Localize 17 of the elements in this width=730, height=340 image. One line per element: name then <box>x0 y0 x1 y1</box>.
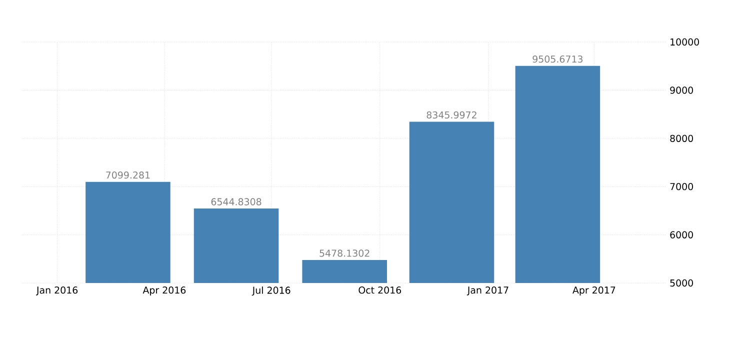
x-tick-label: Jan 2016 <box>36 286 78 296</box>
x-tick-label: Apr 2016 <box>142 286 186 296</box>
y-tick-label: 10000 <box>670 38 699 46</box>
x-tick-label: Apr 2017 <box>572 286 616 296</box>
x-tick-label: Jan 2017 <box>466 286 508 296</box>
y-tick-label: 5000 <box>670 279 693 287</box>
data-label: 7099.281 <box>106 171 150 179</box>
x-tick-label: Oct 2016 <box>358 286 402 294</box>
data-label: 9505.6713 <box>532 55 583 63</box>
y-tick-label: 6000 <box>670 231 693 238</box>
data-label: 8345.9972 <box>426 111 476 119</box>
y-tick-label: 9000 <box>670 86 693 94</box>
y-tick-label: 8000 <box>670 134 693 142</box>
data-label: 5478.1302 <box>320 250 370 257</box>
x-tick-label: Jul 2016 <box>252 286 290 296</box>
data-label: 6544.8308 <box>211 198 262 206</box>
y-tick-label: 7000 <box>670 183 693 190</box>
